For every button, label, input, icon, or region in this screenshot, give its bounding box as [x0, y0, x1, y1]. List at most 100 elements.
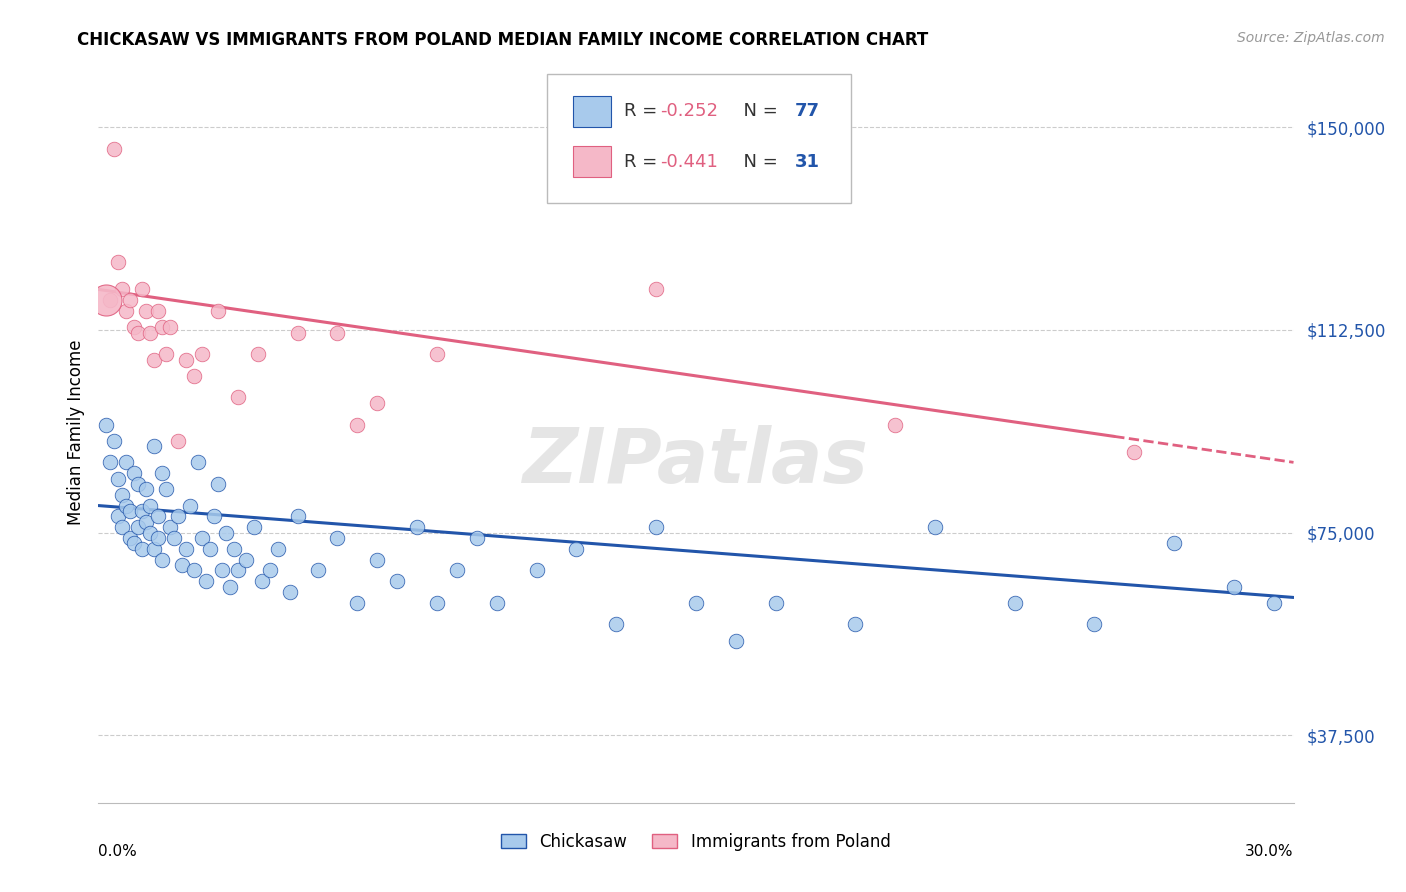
- Point: [135, 304, 157, 318]
- Point: [202, 509, 225, 524]
- Point: [1163, 536, 1185, 550]
- Point: [172, 558, 194, 572]
- Point: [924, 520, 946, 534]
- Point: [565, 541, 588, 556]
- Point: [485, 596, 508, 610]
- Text: 77: 77: [796, 103, 820, 120]
- Point: [1004, 596, 1026, 610]
- Point: [243, 520, 266, 534]
- Point: [1123, 444, 1146, 458]
- Point: [143, 352, 166, 367]
- Point: [159, 520, 181, 534]
- Point: [148, 531, 170, 545]
- Point: [844, 617, 866, 632]
- Point: [115, 499, 138, 513]
- Point: [120, 293, 142, 308]
- Text: -0.252: -0.252: [661, 103, 718, 120]
- Text: N =: N =: [733, 153, 783, 170]
- Point: [115, 455, 138, 469]
- Point: [526, 563, 548, 577]
- Point: [163, 531, 186, 545]
- Point: [135, 483, 157, 497]
- Point: [685, 596, 707, 610]
- Point: [150, 466, 173, 480]
- Point: [103, 434, 125, 448]
- Point: [346, 417, 368, 432]
- Point: [267, 541, 290, 556]
- FancyBboxPatch shape: [572, 146, 612, 178]
- Text: 31: 31: [796, 153, 820, 170]
- Point: [346, 596, 368, 610]
- Point: [183, 368, 205, 383]
- Point: [167, 434, 190, 448]
- FancyBboxPatch shape: [572, 95, 612, 127]
- Point: [98, 293, 122, 308]
- Point: [226, 563, 249, 577]
- Point: [98, 455, 122, 469]
- Point: [198, 541, 221, 556]
- Text: 30.0%: 30.0%: [1246, 844, 1294, 858]
- Point: [446, 563, 468, 577]
- Point: [124, 320, 146, 334]
- Point: [366, 396, 388, 410]
- Point: [111, 282, 134, 296]
- Point: [103, 142, 125, 156]
- Point: [246, 347, 269, 361]
- Point: [406, 520, 429, 534]
- Point: [884, 417, 907, 432]
- Point: [120, 504, 142, 518]
- Text: N =: N =: [733, 103, 783, 120]
- Point: [191, 347, 214, 361]
- Point: [159, 320, 181, 334]
- Point: [115, 304, 138, 318]
- Point: [107, 471, 129, 485]
- Point: [195, 574, 218, 589]
- Point: [155, 483, 177, 497]
- Point: [124, 466, 146, 480]
- Point: [307, 563, 329, 577]
- Point: [111, 488, 134, 502]
- Point: [107, 509, 129, 524]
- Point: [278, 585, 301, 599]
- Point: [174, 352, 197, 367]
- Point: [127, 520, 149, 534]
- Point: [174, 541, 197, 556]
- Point: [131, 504, 153, 518]
- Point: [426, 596, 449, 610]
- Point: [645, 282, 668, 296]
- Text: -0.441: -0.441: [661, 153, 718, 170]
- Point: [124, 536, 146, 550]
- Point: [191, 531, 214, 545]
- Legend: Chickasaw, Immigrants from Poland: Chickasaw, Immigrants from Poland: [495, 826, 897, 857]
- Text: CHICKASAW VS IMMIGRANTS FROM POLAND MEDIAN FAMILY INCOME CORRELATION CHART: CHICKASAW VS IMMIGRANTS FROM POLAND MEDI…: [77, 31, 928, 49]
- Point: [426, 347, 449, 361]
- Text: R =: R =: [624, 103, 664, 120]
- Point: [222, 541, 245, 556]
- Text: R =: R =: [624, 153, 664, 170]
- Point: [326, 531, 349, 545]
- Text: Source: ZipAtlas.com: Source: ZipAtlas.com: [1237, 31, 1385, 45]
- Point: [1223, 580, 1246, 594]
- Point: [250, 574, 273, 589]
- Point: [259, 563, 281, 577]
- Point: [127, 326, 149, 340]
- Point: [187, 455, 209, 469]
- Point: [167, 509, 190, 524]
- Point: [465, 531, 488, 545]
- Point: [287, 509, 309, 524]
- Point: [139, 499, 162, 513]
- Point: [211, 563, 233, 577]
- Point: [135, 515, 157, 529]
- Point: [96, 293, 118, 308]
- Point: [183, 563, 205, 577]
- Point: [765, 596, 787, 610]
- Point: [207, 477, 229, 491]
- Point: [724, 633, 747, 648]
- Point: [155, 347, 177, 361]
- Point: [127, 477, 149, 491]
- Point: [139, 525, 162, 540]
- Point: [148, 509, 170, 524]
- Point: [366, 552, 388, 566]
- Point: [385, 574, 409, 589]
- Point: [96, 417, 118, 432]
